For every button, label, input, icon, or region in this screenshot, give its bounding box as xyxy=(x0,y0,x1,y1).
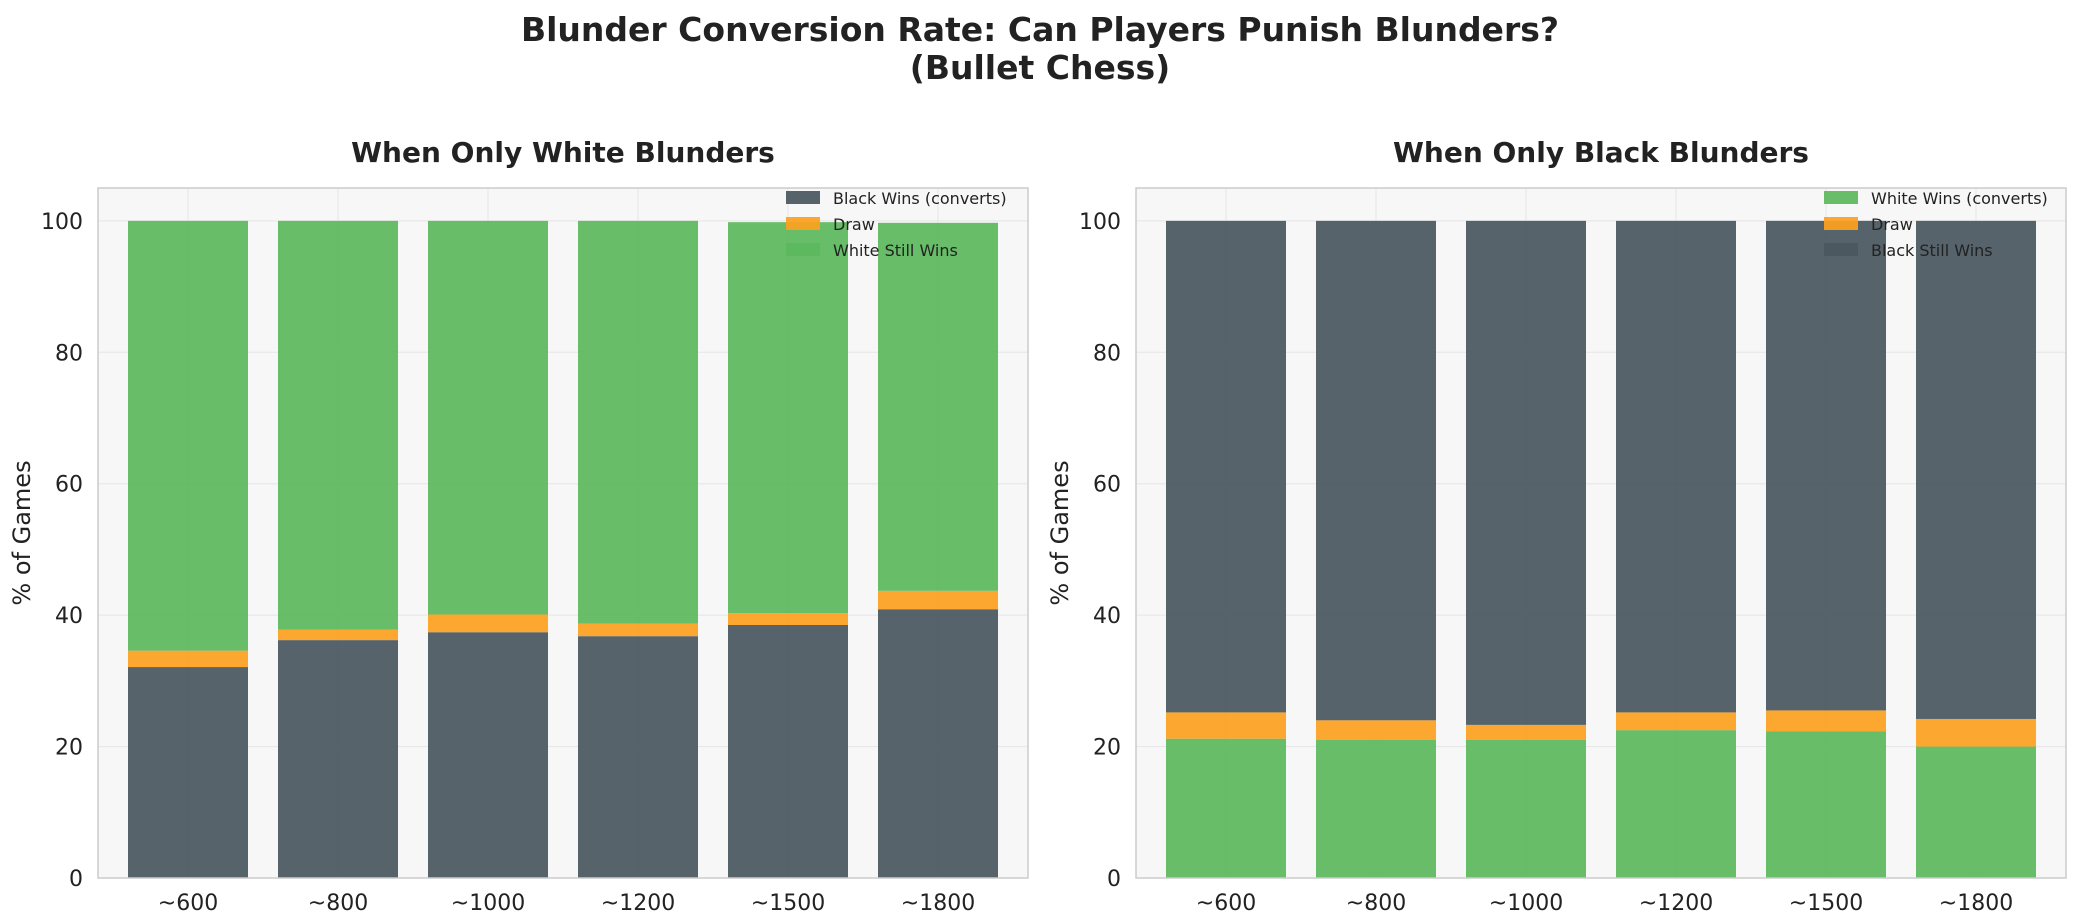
axes-frame xyxy=(1135,187,2067,879)
legend-swatch xyxy=(1824,243,1858,256)
y-tick-label: 80 xyxy=(55,341,83,366)
bar-600-series-2 xyxy=(1165,220,1286,713)
bar-1000-series-1 xyxy=(1465,724,1586,740)
bar-800-series-2 xyxy=(277,220,398,630)
y-tick-label: 40 xyxy=(55,604,83,629)
y-tick-label: 60 xyxy=(1093,473,1121,498)
legend-label: Black Wins (converts) xyxy=(833,189,1007,208)
x-tick-label: ~1000 xyxy=(451,891,525,916)
bar-1000-series-2 xyxy=(1465,220,1586,725)
plot-background xyxy=(98,188,1028,878)
y-tick-label: 20 xyxy=(55,736,83,761)
bar-1000-series-0 xyxy=(427,632,548,878)
bar-1800-series-0 xyxy=(1916,746,2037,878)
bar-800-series-2 xyxy=(1315,220,1436,721)
bar-1200-series-1 xyxy=(1616,712,1737,731)
bar-1800-series-2 xyxy=(1916,220,2037,719)
legend-swatch xyxy=(1824,217,1858,230)
subplot-white-blunders: 0 20 40 60 80 100 ~600 ~800 ~1000 ~1200 ~1500 ~1800… xyxy=(8,136,1029,916)
legend-label: Draw xyxy=(833,215,875,234)
plot-background xyxy=(1136,188,2066,878)
bar-1000-series-2 xyxy=(427,220,548,615)
legend-label: Draw xyxy=(1871,215,1913,234)
y-tick-label: 100 xyxy=(1079,210,1121,235)
y-tick-label: 60 xyxy=(55,473,83,498)
bar-1500-series-0 xyxy=(728,625,849,878)
y-tick-label: 0 xyxy=(69,867,83,892)
bar-600-series-2 xyxy=(127,220,248,651)
bar-1500-series-2 xyxy=(728,222,849,614)
bar-800-series-0 xyxy=(1315,740,1436,878)
x-tick-label: ~1200 xyxy=(1639,891,1713,916)
y-axis-label: % of Games xyxy=(8,460,36,605)
bar-1800-series-2 xyxy=(878,222,999,591)
y-tick-label: 20 xyxy=(1093,736,1121,761)
x-tick-label: ~800 xyxy=(308,891,368,916)
x-tick-label: ~600 xyxy=(158,891,218,916)
x-tick-label: ~1800 xyxy=(1939,891,2013,916)
legend-swatch xyxy=(786,243,820,256)
legend: White Wins (converts) Draw Black Still Win… xyxy=(1824,189,2048,260)
legend-swatch xyxy=(786,191,820,204)
bar-1000-series-0 xyxy=(1465,740,1586,878)
subplot-black-blunders: 0 20 40 60 80 100 ~600 ~800 ~1000 ~1200 ~1500 ~1800… xyxy=(1046,136,2067,916)
bar-600-series-1 xyxy=(1165,712,1286,739)
subplot-title: When Only Black Blunders xyxy=(1393,136,1809,169)
bar-1200-series-2 xyxy=(1616,220,1737,713)
bar-1200-series-2 xyxy=(578,220,699,624)
figure-title: Blunder Conversion Rate: Can Players Pun… xyxy=(520,10,1560,49)
y-tick-label: 40 xyxy=(1093,604,1121,629)
y-tick-label: 80 xyxy=(1093,341,1121,366)
bar-600-series-1 xyxy=(127,650,248,668)
legend-label: White Wins (converts) xyxy=(1871,189,2048,208)
bar-600-series-0 xyxy=(127,667,248,878)
legend-label: White Still Wins xyxy=(833,241,958,260)
x-tick-label: ~1000 xyxy=(1489,891,1563,916)
x-tick-label: ~1200 xyxy=(601,891,675,916)
bar-1800-series-1 xyxy=(878,590,999,610)
x-tick-label: ~1500 xyxy=(751,891,825,916)
subplot-title: When Only White Blunders xyxy=(351,136,775,169)
legend: Black Wins (converts) Draw White Still Win… xyxy=(786,189,1007,260)
bar-1000-series-1 xyxy=(427,614,548,633)
bar-1800-series-1 xyxy=(1916,718,2037,747)
legend-swatch xyxy=(786,217,820,230)
legend-label: Black Still Wins xyxy=(1871,241,1993,260)
bar-1800-series-0 xyxy=(878,609,999,878)
y-tick-label: 0 xyxy=(1107,867,1121,892)
legend-swatch xyxy=(1824,191,1858,204)
x-tick-label: ~1500 xyxy=(1789,891,1863,916)
bar-1500-series-0 xyxy=(1766,731,1887,878)
x-tick-label: ~600 xyxy=(1196,891,1256,916)
y-axis-label: % of Games xyxy=(1046,460,1074,605)
bar-1500-series-1 xyxy=(728,613,849,625)
bar-800-series-1 xyxy=(1315,720,1436,740)
bar-1200-series-0 xyxy=(1616,730,1737,878)
y-tick-label: 100 xyxy=(41,210,83,235)
x-tick-label: ~800 xyxy=(1346,891,1406,916)
figure-subtitle: (Bullet Chess) xyxy=(909,48,1171,87)
bar-800-series-0 xyxy=(277,640,398,878)
bar-1500-series-1 xyxy=(1766,710,1887,732)
x-tick-label: ~1800 xyxy=(901,891,975,916)
bar-1500-series-2 xyxy=(1766,220,1887,711)
bar-800-series-1 xyxy=(277,629,398,641)
axes-frame xyxy=(97,187,1029,879)
bar-1200-series-0 xyxy=(578,636,699,878)
bar-1200-series-1 xyxy=(578,623,699,637)
bar-600-series-0 xyxy=(1165,738,1286,878)
